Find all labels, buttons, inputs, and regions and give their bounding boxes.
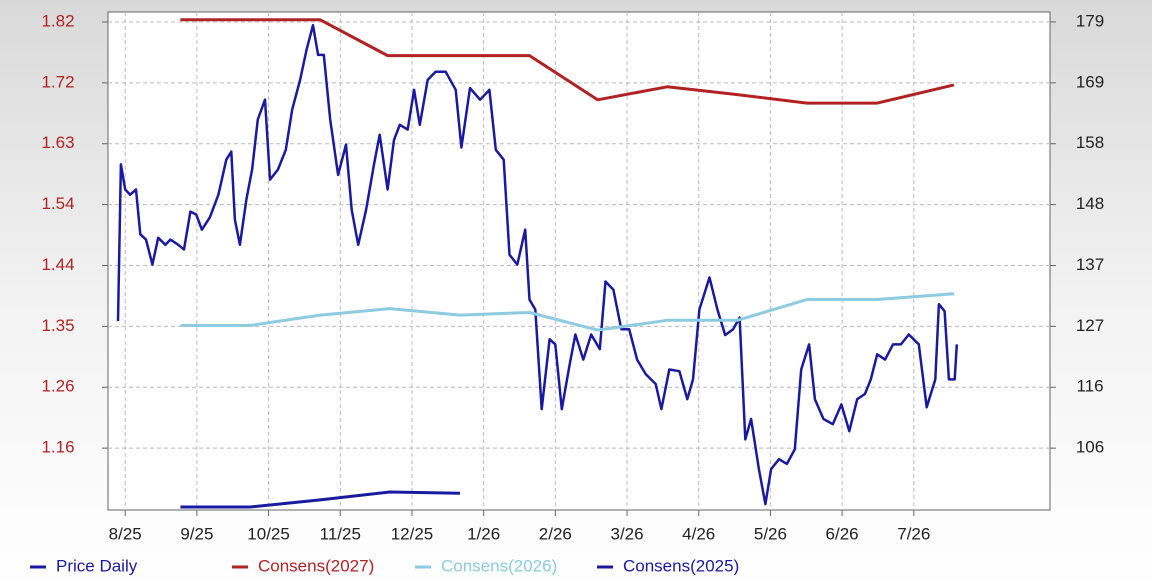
x-tick-label: 5/26 [754,524,787,543]
x-tick-label: 2/26 [539,524,572,543]
legend-label: Price Daily [56,556,138,575]
x-tick-label: 7/26 [897,524,930,543]
y-tick-label: 1.72 [41,72,74,91]
plot-area [107,11,1051,511]
series-line [180,18,955,105]
x-tick-label: 9/25 [180,524,213,543]
y-tick-label: 1.35 [41,316,74,335]
legend-label: Consens(2027) [258,556,374,575]
x-tick-label: 10/25 [247,524,290,543]
y-tick-label: 1.16 [41,438,74,457]
x-tick-label: 11/25 [320,524,361,543]
x-tick-label: 4/26 [682,524,715,543]
y2-tick-label: 179 [1076,11,1104,30]
y2-tick-label: 158 [1076,133,1104,152]
y-tick-label: 1.54 [41,194,74,213]
y2-tick-label: 148 [1076,194,1104,213]
legend-label: Consens(2026) [441,556,557,575]
x-tick-label: 8/25 [109,524,142,543]
y2-tick-label: 106 [1076,438,1104,457]
legend-label: Consens(2025) [623,556,739,575]
y-tick-label: 1.44 [41,255,74,274]
y2-tick-label: 169 [1076,72,1104,91]
y-tick-label: 1.82 [41,11,74,30]
y2-tick-label: 116 [1076,377,1103,396]
x-tick-label: 6/26 [826,524,859,543]
x-tick-label: 3/26 [610,524,643,543]
x-tick-label: 1/26 [467,524,500,543]
y-tick-label: 1.26 [41,377,74,396]
y2-tick-label: 137 [1076,255,1104,274]
series-line [180,292,955,332]
series-line [116,23,959,506]
x-tick-label: 12/25 [391,524,434,543]
series-line [180,490,461,509]
y2-tick-label: 127 [1076,316,1104,335]
y-tick-label: 1.63 [41,133,74,152]
